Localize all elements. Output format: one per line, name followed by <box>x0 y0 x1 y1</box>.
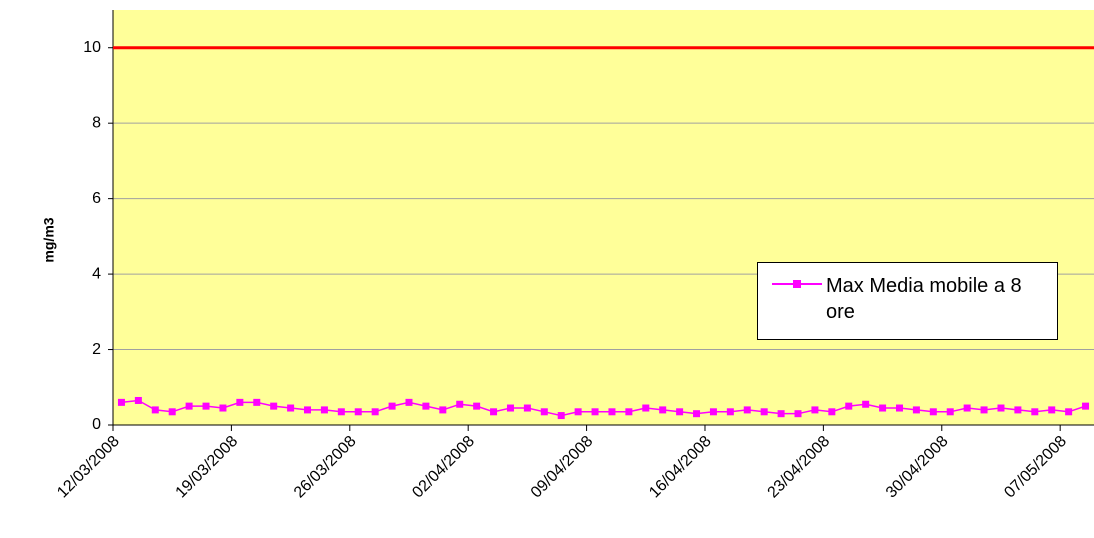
point-marker <box>946 408 954 416</box>
y-tick-label: 2 <box>92 341 101 358</box>
legend-marker <box>793 280 801 288</box>
point-marker <box>845 402 853 410</box>
point-marker <box>439 406 447 414</box>
point-marker <box>997 404 1005 412</box>
y-tick-label: 8 <box>92 114 101 131</box>
point-marker <box>794 410 802 418</box>
y-axis-label: mg/m3 <box>41 217 57 262</box>
point-marker <box>828 408 836 416</box>
point-marker <box>490 408 498 416</box>
legend-label: Max Media mobile a 8 ore <box>826 275 1022 323</box>
point-marker <box>202 402 210 410</box>
point-marker <box>574 408 582 416</box>
point-marker <box>557 412 565 420</box>
point-marker <box>219 404 227 412</box>
x-tick-label: 07/05/2008 <box>1001 433 1070 502</box>
point-marker <box>151 406 159 414</box>
point-marker <box>354 408 362 416</box>
point-marker <box>709 408 717 416</box>
plot-area <box>113 10 1094 425</box>
point-marker <box>1082 402 1090 410</box>
point-marker <box>134 396 142 404</box>
point-marker <box>320 406 328 414</box>
point-marker <box>963 404 971 412</box>
point-marker <box>912 406 920 414</box>
point-marker <box>676 408 684 416</box>
point-marker <box>811 406 819 414</box>
point-marker <box>777 410 785 418</box>
point-marker <box>422 402 430 410</box>
point-marker <box>371 408 379 416</box>
y-tick-label: 10 <box>83 39 101 56</box>
point-marker <box>862 400 870 408</box>
point-marker <box>270 402 278 410</box>
point-marker <box>388 402 396 410</box>
point-marker <box>185 402 193 410</box>
y-tick-label: 6 <box>92 190 101 207</box>
x-tick-label: 09/04/2008 <box>528 433 597 502</box>
point-marker <box>879 404 887 412</box>
point-marker <box>337 408 345 416</box>
point-marker <box>523 404 531 412</box>
point-marker <box>726 408 734 416</box>
point-marker <box>659 406 667 414</box>
point-marker <box>253 398 261 406</box>
point-marker <box>506 404 514 412</box>
point-marker <box>760 408 768 416</box>
point-marker <box>895 404 903 412</box>
x-tick-label: 30/04/2008 <box>883 433 952 502</box>
y-tick-label: 4 <box>92 265 101 282</box>
point-marker <box>693 410 701 418</box>
point-marker <box>642 404 650 412</box>
point-marker <box>929 408 937 416</box>
point-marker <box>743 406 751 414</box>
x-tick-label: 19/03/2008 <box>173 433 242 502</box>
x-tick-label: 12/03/2008 <box>54 433 123 502</box>
point-marker <box>540 408 548 416</box>
x-tick-label: 02/04/2008 <box>409 433 478 502</box>
point-marker <box>1014 406 1022 414</box>
point-marker <box>304 406 312 414</box>
point-marker <box>168 408 176 416</box>
point-marker <box>287 404 295 412</box>
y-tick-label: 0 <box>92 416 101 433</box>
x-tick-label: 26/03/2008 <box>291 433 360 502</box>
point-marker <box>1048 406 1056 414</box>
legend: Max Media mobile a 8 ore <box>757 262 1058 340</box>
x-tick-label: 23/04/2008 <box>765 433 834 502</box>
x-tick-label: 16/04/2008 <box>646 433 715 502</box>
point-marker <box>1031 408 1039 416</box>
legend-swatch <box>772 280 822 288</box>
point-marker <box>1065 408 1073 416</box>
point-marker <box>625 408 633 416</box>
point-marker <box>405 398 413 406</box>
point-marker <box>591 408 599 416</box>
point-marker <box>117 398 125 406</box>
point-marker <box>980 406 988 414</box>
point-marker <box>236 398 244 406</box>
point-marker <box>473 402 481 410</box>
point-marker <box>608 408 616 416</box>
point-marker <box>456 400 464 408</box>
series-line <box>121 399 1086 417</box>
